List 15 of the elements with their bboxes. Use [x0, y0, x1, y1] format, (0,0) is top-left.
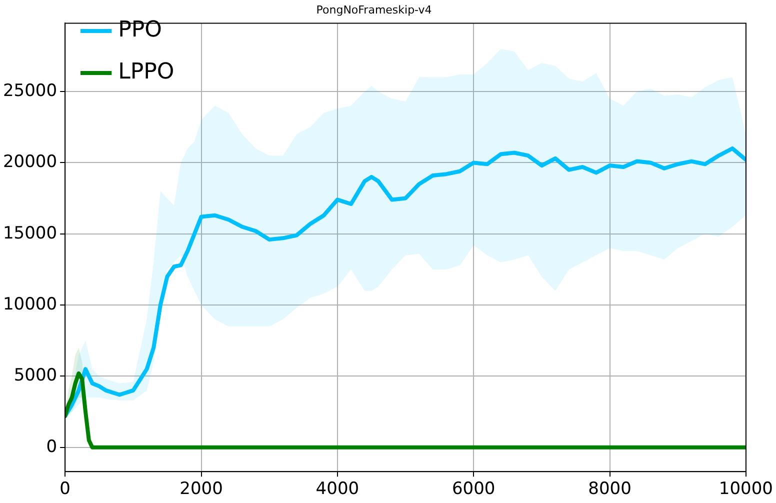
y-tick-label: 10000	[2, 294, 58, 314]
x-tick-label: 10000	[718, 479, 774, 500]
y-tick-label: 20000	[2, 152, 58, 172]
y-tick-label: 25000	[2, 80, 58, 101]
y-tick-label: 0	[46, 436, 58, 457]
x-tick-label: 8000	[588, 479, 632, 500]
x-tick-label: 4000	[316, 479, 360, 500]
y-tick-label: 5000	[14, 366, 58, 386]
chart-title: PongNoFrameskip-v4	[316, 3, 432, 16]
x-tick-label: 2000	[180, 479, 223, 500]
legend-label: LPPO	[118, 60, 174, 85]
legend-label: PPO	[118, 18, 162, 43]
x-tick-label: 0	[60, 479, 70, 500]
y-tick-label: 15000	[2, 223, 58, 244]
x-tick-label: 6000	[452, 479, 496, 500]
